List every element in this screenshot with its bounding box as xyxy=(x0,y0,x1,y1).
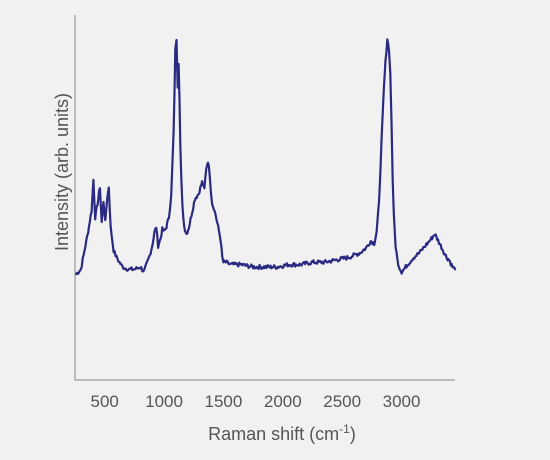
spectrum-line xyxy=(75,38,457,276)
x-tick-label-500: 500 xyxy=(91,392,119,411)
x-axis-label-suffix: ) xyxy=(350,424,356,444)
x-tick-label-3000: 3000 xyxy=(383,392,421,411)
x-axis-label-text: Raman shift (cm xyxy=(208,424,339,444)
plot-area xyxy=(75,38,457,276)
x-tick-label-1500: 1500 xyxy=(205,392,243,411)
x-tick-label-2500: 2500 xyxy=(323,392,361,411)
x-tick-labels: 500 1000 1500 2000 2500 3000 xyxy=(91,392,421,411)
x-tick-label-2000: 2000 xyxy=(264,392,302,411)
x-axis-label: Raman shift (cm-1) xyxy=(208,422,356,444)
x-tick-label-1000: 1000 xyxy=(145,392,183,411)
y-axis-label: Intensity (arb. units) xyxy=(52,93,72,251)
x-axis-label-superscript: -1 xyxy=(339,422,350,436)
